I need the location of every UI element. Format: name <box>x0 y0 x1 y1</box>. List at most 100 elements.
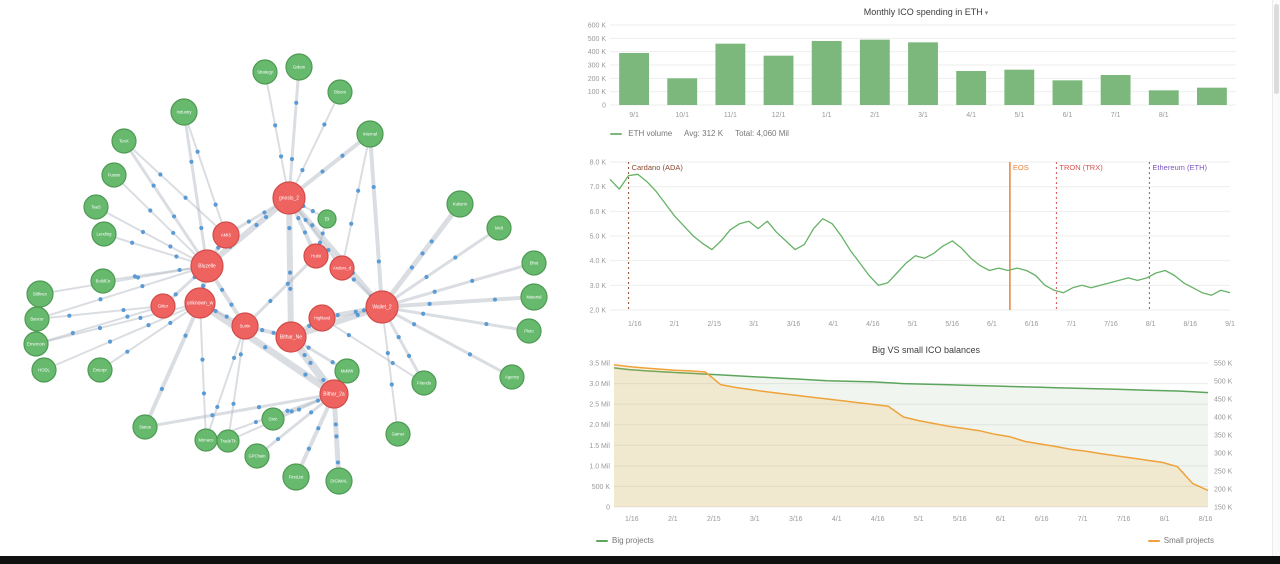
transaction-node-dot[interactable] <box>420 251 425 256</box>
scrollbar[interactable] <box>1272 0 1280 556</box>
transaction-node-dot[interactable] <box>70 330 75 336</box>
wallet-network-graph[interactable]: Strategy Golem Industry Bloom TenX Internal Fu… <box>0 0 580 556</box>
transaction-node-dot[interactable] <box>484 321 489 327</box>
transaction-node-dot[interactable] <box>287 226 292 231</box>
legend-small-projects[interactable]: Small projects <box>1147 536 1214 545</box>
transaction-node-dot[interactable] <box>285 281 290 286</box>
transaction-node-dot[interactable] <box>125 349 130 354</box>
transaction-node-dot[interactable] <box>215 404 220 410</box>
transaction-node-dot[interactable] <box>254 222 259 228</box>
transaction-node-dot[interactable] <box>306 446 312 451</box>
transaction-node-dot[interactable] <box>231 401 236 406</box>
transaction-node-dot[interactable] <box>271 330 276 335</box>
transaction-node-dot[interactable] <box>346 333 351 338</box>
graph-node-Bloom[interactable] <box>327 79 353 105</box>
graph-node-Industry[interactable] <box>170 98 198 126</box>
graph-node-TenX[interactable] <box>111 128 137 154</box>
transaction-node-dot[interactable] <box>330 360 335 365</box>
transaction-node-dot[interactable] <box>396 335 401 340</box>
dual-axis-chart-plot[interactable]: 0 500 K 1.0 Mil 1.5 Mil 2.0 Mil 2.5 Mil 3.0 Mi… <box>580 357 1272 529</box>
graph-node-DIGIMAL[interactable] <box>325 467 353 495</box>
small-projects-line[interactable] <box>613 364 1209 492</box>
transaction-node-dot[interactable] <box>317 240 323 245</box>
transaction-node-dot[interactable] <box>470 278 475 283</box>
transaction-node-dot[interactable] <box>303 372 308 377</box>
graph-node-Lending[interactable] <box>91 221 117 247</box>
transaction-node-dot[interactable] <box>158 172 163 177</box>
transaction-node-dot[interactable] <box>390 360 395 366</box>
transaction-node-dot[interactable] <box>429 239 434 244</box>
transaction-node-dot[interactable] <box>335 460 341 465</box>
graph-node-Internal[interactable] <box>356 120 384 148</box>
bar-6/1[interactable] <box>1052 80 1083 105</box>
graph-node-AMIS[interactable] <box>212 221 240 249</box>
transaction-node-dot[interactable] <box>351 277 356 282</box>
transaction-node-dot[interactable] <box>159 386 164 392</box>
transaction-node-dot[interactable] <box>335 313 340 318</box>
transaction-node-dot[interactable] <box>138 315 143 320</box>
graph-node-Bithar_Ne[interactable] <box>275 321 307 353</box>
transaction-node-dot[interactable] <box>224 314 229 319</box>
transaction-node-dot[interactable] <box>213 308 218 314</box>
transaction-node-dot[interactable] <box>229 302 234 307</box>
transaction-node-dot[interactable] <box>356 188 361 193</box>
graph-node-Highland[interactable] <box>308 304 336 332</box>
transaction-node-dot[interactable] <box>121 307 126 313</box>
transaction-node-dot[interactable] <box>183 333 188 338</box>
transaction-node-dot[interactable] <box>219 287 225 292</box>
transaction-node-dot[interactable] <box>406 353 412 358</box>
transaction-node-dot[interactable] <box>238 352 243 357</box>
transaction-node-dot[interactable] <box>67 313 72 318</box>
transaction-node-dot[interactable] <box>467 352 473 357</box>
bar-7/1[interactable] <box>1100 75 1131 105</box>
big-projects-line[interactable] <box>613 367 1209 394</box>
transaction-node-dot[interactable] <box>146 323 151 328</box>
transaction-node-dot[interactable] <box>361 308 367 313</box>
graph-node-Strategy[interactable] <box>252 59 278 85</box>
graph-node-Emercoin[interactable] <box>23 331 49 357</box>
graph-node-BuildCo[interactable] <box>90 268 116 294</box>
graph-node-Gamer[interactable] <box>385 421 411 447</box>
graph-node-Hubii[interactable] <box>303 243 329 269</box>
transaction-node-dot[interactable] <box>168 244 173 249</box>
graph-node-Bancor[interactable] <box>24 306 50 332</box>
chevron-down-icon[interactable]: ▾ <box>984 10 989 17</box>
transaction-node-dot[interactable] <box>256 404 262 410</box>
transaction-node-dot[interactable] <box>310 223 315 228</box>
transaction-node-dot[interactable] <box>296 216 301 221</box>
transaction-node-dot[interactable] <box>289 409 294 414</box>
transaction-node-dot[interactable] <box>309 410 314 415</box>
transaction-node-dot[interactable] <box>201 391 207 396</box>
transaction-node-dot[interactable] <box>296 407 302 412</box>
graph-node-HODL[interactable] <box>31 357 57 383</box>
graph-node-Enterpr[interactable] <box>87 357 113 383</box>
transaction-node-dot[interactable] <box>285 408 290 413</box>
transaction-node-dot[interactable] <box>376 259 381 264</box>
transaction-node-dot[interactable] <box>148 208 153 213</box>
transaction-node-dot[interactable] <box>411 322 417 327</box>
transaction-node-dot[interactable] <box>287 270 293 275</box>
transaction-node-dot[interactable] <box>303 217 308 223</box>
transaction-node-dot[interactable] <box>315 398 321 403</box>
transaction-node-dot[interactable] <box>171 214 177 219</box>
transaction-node-dot[interactable] <box>140 284 145 289</box>
transaction-node-dot[interactable] <box>353 309 358 314</box>
graph-node-Pluto[interactable] <box>516 318 542 344</box>
graph-node-Status[interactable] <box>132 414 158 440</box>
graph-node-Anders_d[interactable] <box>329 255 355 281</box>
transaction-node-dot[interactable] <box>171 230 176 236</box>
transaction-node-dot[interactable] <box>320 169 325 174</box>
transaction-node-dot[interactable] <box>355 312 360 318</box>
transaction-node-dot[interactable] <box>125 314 130 319</box>
transaction-node-dot[interactable] <box>97 325 103 331</box>
transaction-node-dot[interactable] <box>199 225 204 231</box>
bar-9/1[interactable] <box>619 53 650 105</box>
transaction-node-dot[interactable] <box>130 240 135 245</box>
graph-node-gnosis_2[interactable] <box>272 181 306 215</box>
bar-8/1[interactable] <box>1148 90 1179 105</box>
transaction-node-dot[interactable] <box>334 434 339 439</box>
transaction-node-dot[interactable] <box>310 209 315 214</box>
transaction-node-dot[interactable] <box>289 157 295 162</box>
graph-node-TaaS[interactable] <box>83 194 109 220</box>
transaction-node-dot[interactable] <box>316 426 321 431</box>
